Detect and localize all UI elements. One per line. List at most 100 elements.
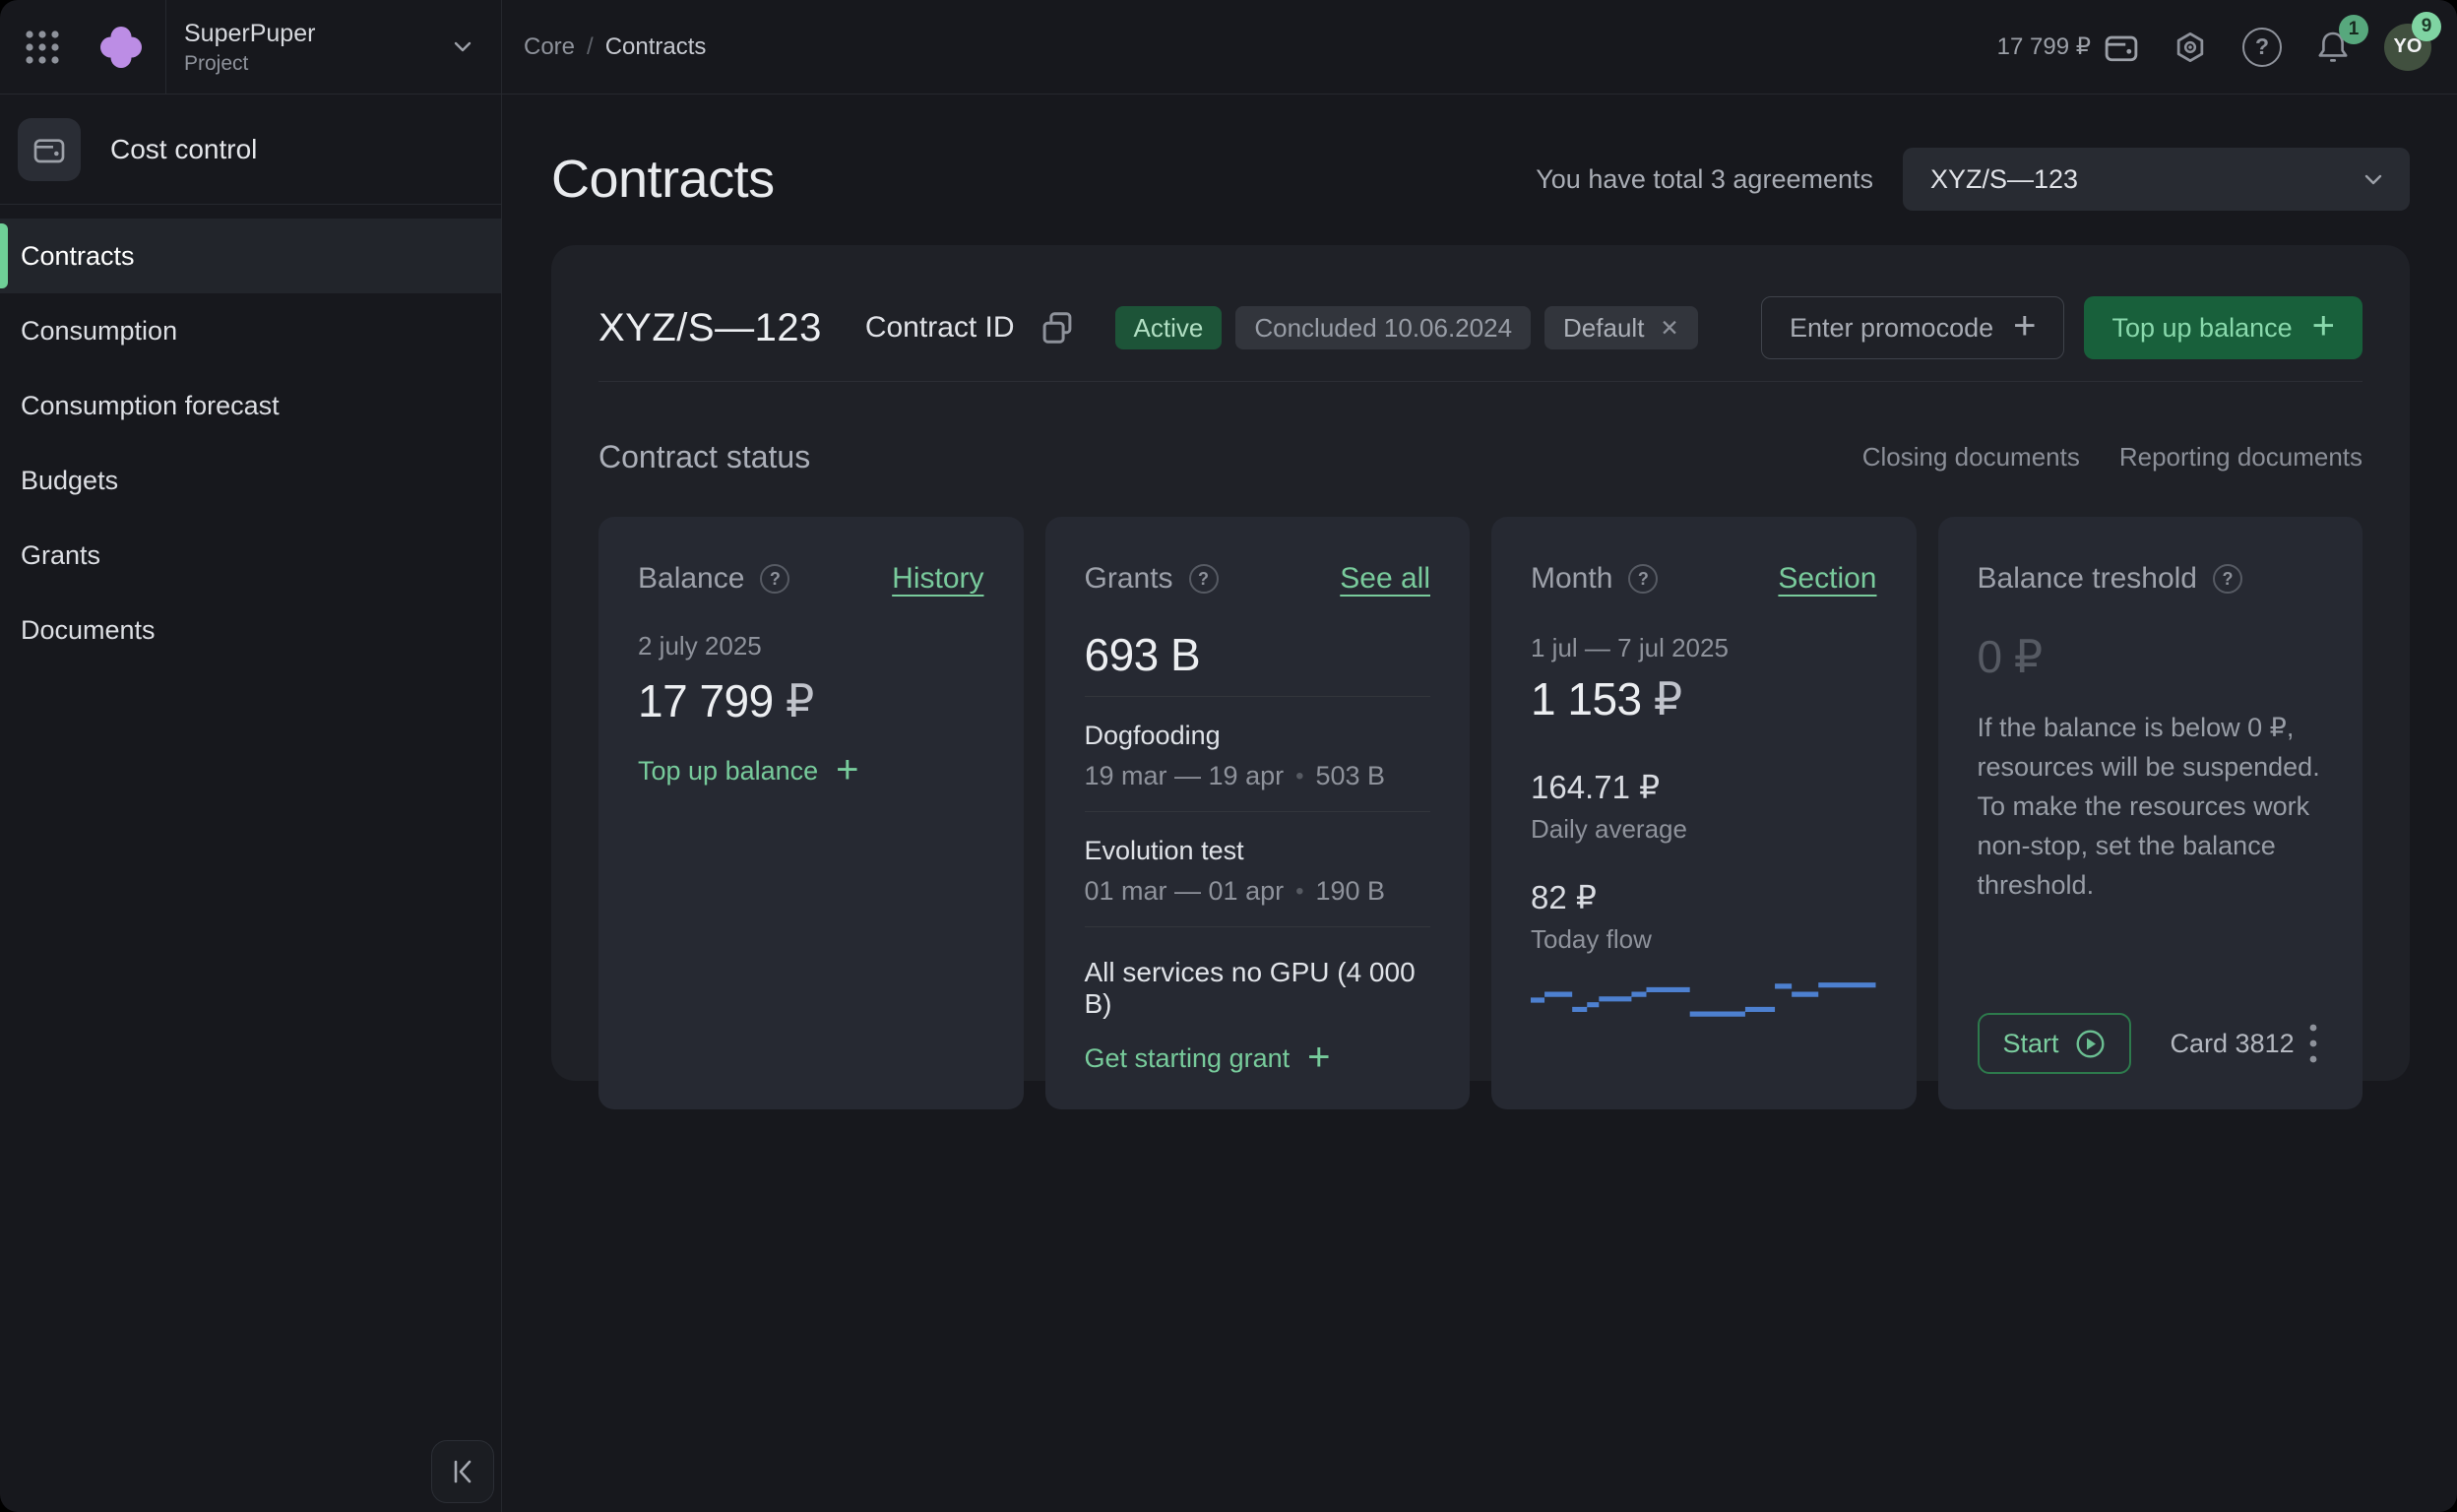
daily-average-label: Daily average [1531, 814, 1687, 844]
month-card-title: Month ? [1531, 562, 1659, 596]
history-link[interactable]: History [892, 562, 984, 595]
start-button-label: Start [2002, 1028, 2059, 1058]
today-flow-sparkline [1531, 982, 1876, 1017]
month-title-text: Month [1531, 562, 1613, 595]
more-options-button[interactable] [2303, 1022, 2323, 1065]
contract-panel: XYZ/S—123 Contract ID Active Concluded 1… [551, 245, 2410, 1109]
notifications-count-badge: 1 [2339, 14, 2368, 44]
status-cards: Balance ? History 2 july 2025 17 799 ₽ T… [598, 517, 2362, 1109]
start-button[interactable]: Start [1977, 1013, 2131, 1074]
enter-promocode-button[interactable]: Enter promocode + [1761, 296, 2065, 359]
grant-item-meta: 01 mar — 01 apr • 190 B [1085, 876, 1431, 907]
wallet-balance[interactable]: 17 799 ₽ [1997, 32, 2138, 62]
section-link[interactable]: Section [1778, 562, 1877, 595]
sidebar-section-title: Cost control [110, 134, 258, 164]
divider [1084, 696, 1430, 697]
avatar[interactable]: YO 9 [2384, 11, 2441, 71]
close-icon[interactable]: ✕ [1660, 314, 1679, 341]
sidebar-collapse-button[interactable] [431, 1440, 494, 1503]
breadcrumb: Core / Contracts [524, 33, 706, 61]
get-starting-grant-label: Get starting grant [1084, 1043, 1291, 1073]
threshold-title-text: Balance treshold [1977, 562, 2197, 595]
notifications-button[interactable]: 1 [2313, 14, 2368, 67]
apps-grid-icon[interactable] [21, 26, 64, 69]
divider [598, 381, 2362, 382]
page-body: Cost control Contracts Consumption Consu… [0, 94, 2457, 1512]
chevron-down-icon [454, 41, 472, 52]
top-up-balance-link-label: Top up balance [638, 756, 819, 786]
dot-separator: • [1295, 762, 1304, 789]
grant-item-amount: 190 B [1315, 876, 1386, 906]
closing-documents-link[interactable]: Closing documents [1861, 442, 2080, 472]
concluded-badge: Concluded 10.06.2024 [1235, 306, 1532, 349]
contract-select[interactable]: XYZ/S—123 [1903, 148, 2410, 211]
grant-item-amount: 503 B [1315, 761, 1386, 790]
project-type: Project [184, 51, 249, 75]
sidebar-item-documents[interactable]: Documents [0, 593, 501, 667]
agreements-note: You have total 3 agreements [1536, 163, 1873, 194]
help-circle-icon[interactable]: ? [760, 564, 790, 594]
daily-average-value: 164.71 ₽ [1531, 769, 1661, 805]
threshold-card-header: Balance treshold ? [1978, 562, 2324, 596]
contract-badges: Active Concluded 10.06.2024 Default ✕ [1114, 306, 1698, 349]
threshold-card-title: Balance treshold ? [1978, 562, 2242, 596]
document-links: Closing documents Reporting documents [1862, 442, 2362, 472]
sidebar-item-label: Documents [21, 614, 156, 645]
sidebar-item-grants[interactable]: Grants [0, 518, 501, 593]
threshold-amount: 0 ₽ [1978, 627, 2324, 686]
help-button[interactable]: ? [2242, 27, 2282, 67]
avatar-initials: YO [2393, 35, 2423, 57]
grants-card-title: Grants ? [1085, 562, 1219, 596]
title-row: Contracts You have total 3 agreements XY… [551, 148, 2410, 211]
collapse-left-icon [454, 1460, 472, 1483]
bell-icon [2318, 32, 2348, 62]
balance-amount: 17 799 ₽ [638, 671, 984, 730]
sidebar-item-label: Contracts [21, 240, 135, 271]
help-circle-icon[interactable]: ? [1628, 564, 1659, 594]
breadcrumb-root[interactable]: Core [524, 32, 576, 60]
breadcrumb-current: Contracts [604, 32, 707, 60]
cost-control-iconbox [18, 118, 81, 181]
kebab-icon [2309, 1024, 2317, 1063]
balance-amount-value: 17 799 [638, 675, 774, 726]
balance-threshold-card: Balance treshold ? 0 ₽ If the balance is… [1937, 517, 2362, 1109]
month-period: 1 jul — 7 jul 2025 [1531, 633, 1729, 662]
sidebar-item-consumption-forecast[interactable]: Consumption forecast [0, 368, 501, 443]
today-flow-value: 82 ₽ [1531, 879, 1597, 915]
divider [165, 0, 166, 94]
month-currency: ₽ [1653, 673, 1682, 724]
see-all-link[interactable]: See all [1340, 562, 1430, 595]
top-up-balance-button[interactable]: Top up balance + [2084, 296, 2362, 359]
question-icon: ? [2242, 27, 2282, 67]
sidebar-item-consumption[interactable]: Consumption [0, 293, 501, 368]
project-switcher[interactable]: SuperPuper Project [184, 19, 315, 76]
grant-item-meta: 19 mar — 19 apr • 503 B [1085, 761, 1431, 791]
grants-card-header: Grants ? See all [1085, 562, 1431, 596]
grants-total: 693 B [1084, 629, 1201, 680]
sidebar-item-contracts[interactable]: Contracts [0, 219, 501, 293]
grid-dots [26, 30, 59, 64]
sidebar-item-budgets[interactable]: Budgets [0, 443, 501, 518]
status-badge: Active [1114, 306, 1223, 349]
sidebar-section-header: Cost control [0, 94, 501, 204]
settings-button[interactable] [2170, 27, 2211, 68]
get-starting-grant-link[interactable]: Get starting grant + [1084, 1035, 1331, 1079]
contract-status-row: Contract status Closing documents Report… [598, 439, 2362, 475]
help-circle-icon[interactable]: ? [2212, 564, 2242, 594]
top-bar-left: SuperPuper Project [0, 0, 502, 94]
linked-card-label: Card 3812 [2170, 1028, 2295, 1058]
grant-item-name: Dogfooding [1084, 721, 1221, 750]
brand-logo-icon [100, 26, 142, 68]
reporting-documents-link[interactable]: Reporting documents [2118, 442, 2362, 472]
help-circle-icon[interactable]: ? [1188, 564, 1219, 594]
threshold-footer: Start Card 3812 [1977, 1013, 2324, 1074]
grant-item-period: 19 mar — 19 apr [1084, 761, 1285, 790]
top-up-balance-link[interactable]: Top up balance + [638, 747, 859, 791]
sidebar: Cost control Contracts Consumption Consu… [0, 94, 502, 1512]
wallet-icon [2105, 35, 2138, 61]
grant-item-name: Evolution test [1084, 836, 1244, 865]
copy-button[interactable] [1039, 309, 1076, 346]
top-up-balance-label: Top up balance [2111, 312, 2293, 343]
threshold-amount-value: 0 [1977, 631, 2003, 682]
